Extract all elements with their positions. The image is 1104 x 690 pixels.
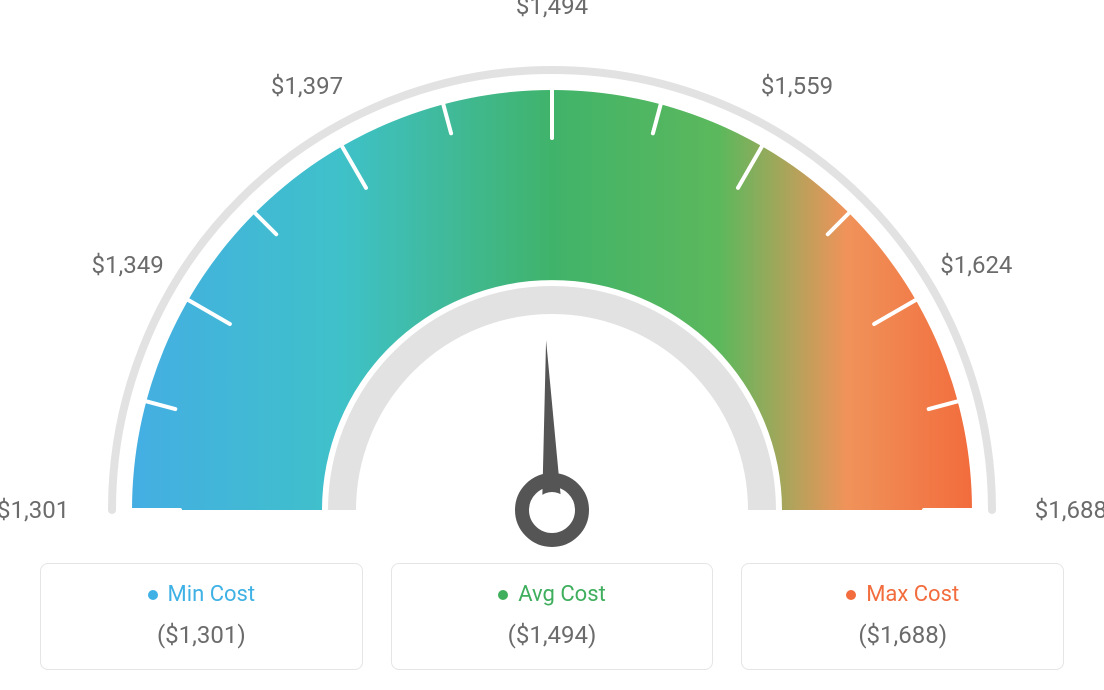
max-cost-title: Max Cost [866,582,959,607]
gauge-tick-label: $1,301 [0,496,69,524]
gauge-tick-label: $1,559 [761,72,833,100]
min-cost-value: ($1,301) [51,621,352,649]
avg-cost-card: Avg Cost ($1,494) [391,563,714,670]
avg-cost-title: Avg Cost [518,582,606,607]
avg-cost-title-row: Avg Cost [498,582,606,607]
max-dot-icon [846,590,856,600]
max-cost-card: Max Cost ($1,688) [741,563,1064,670]
gauge-tick-label: $1,624 [940,251,1012,279]
gauge-svg [0,0,1104,560]
gauge-tick-label: $1,397 [271,72,343,100]
gauge-tick-label: $1,494 [516,0,588,20]
min-cost-title-row: Min Cost [148,582,256,607]
gauge-tick-label: $1,349 [92,251,164,279]
min-dot-icon [148,590,158,600]
avg-cost-value: ($1,494) [402,621,703,649]
gauge-tick-label: $1,688 [1035,496,1104,524]
min-cost-title: Min Cost [168,582,256,607]
min-cost-card: Min Cost ($1,301) [40,563,363,670]
gauge-area: $1,301 $1,349 $1,397 $1,494 $1,559 $1,624 $1,6… [0,0,1104,560]
summary-cards: Min Cost ($1,301) Avg Cost ($1,494) Max … [40,563,1064,670]
gauge-chart-container: $1,301 $1,349 $1,397 $1,494 $1,559 $1,624 $1,6… [0,0,1104,690]
max-cost-title-row: Max Cost [846,582,959,607]
avg-dot-icon [498,590,508,600]
max-cost-value: ($1,688) [752,621,1053,649]
